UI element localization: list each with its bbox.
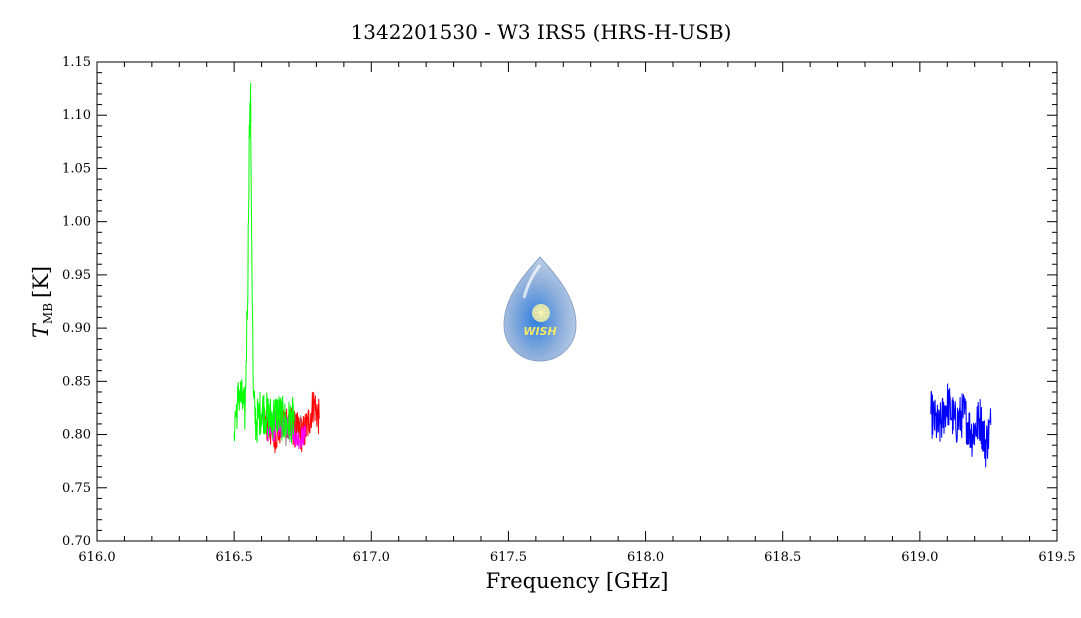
y-axis-unit: [K]: [29, 266, 53, 298]
wish-logo: ✳ WISH: [503, 256, 577, 362]
series-layer: [233, 83, 992, 468]
x-tick-label: 619.0: [901, 550, 938, 565]
y-tick-label: 0.95: [62, 268, 91, 283]
y-axis-title: TMB [K]: [29, 266, 55, 338]
star-icon: ✳: [534, 304, 548, 324]
axis-ticks: 616.0 616.5 617.0 617.5 618.0 618.5 619.0 619.5…: [62, 55, 1076, 565]
chart-title: 1342201530 - W3 IRS5 (HRS-H-USB): [351, 20, 732, 44]
x-tick-label: 618.0: [627, 550, 664, 565]
y-tick-label: 1.05: [62, 161, 91, 176]
series-line-green: [233, 83, 295, 444]
svg-text:TMB[K]: TMB [K]: [29, 266, 55, 338]
x-tick-label: 616.0: [78, 550, 115, 565]
series-line-blue: [930, 383, 992, 468]
x-axis-title: Frequency [GHz]: [486, 569, 669, 593]
y-axis-subscript: MB: [41, 303, 55, 324]
x-tick-label: 617.0: [353, 550, 390, 565]
x-tick-label: 616.5: [216, 550, 253, 565]
plot-area-border: [96, 61, 1058, 542]
y-tick-label: 1.10: [62, 108, 91, 123]
x-tick-label: 619.5: [1038, 550, 1075, 565]
x-tick-label: 618.5: [764, 550, 801, 565]
x-tick-label: 617.5: [490, 550, 527, 565]
y-tick-label: 1.00: [62, 215, 91, 230]
y-tick-label: 0.80: [62, 428, 91, 443]
y-tick-label: 1.15: [62, 55, 91, 70]
plot-frame: [96, 61, 1058, 542]
logo-text: WISH: [523, 325, 556, 338]
y-axis-symbol: T: [29, 322, 53, 338]
y-tick-label: 0.75: [62, 481, 91, 496]
y-tick-label: 0.90: [62, 321, 91, 336]
y-tick-label: 0.85: [62, 374, 91, 389]
y-tick-label: 0.70: [62, 534, 91, 549]
